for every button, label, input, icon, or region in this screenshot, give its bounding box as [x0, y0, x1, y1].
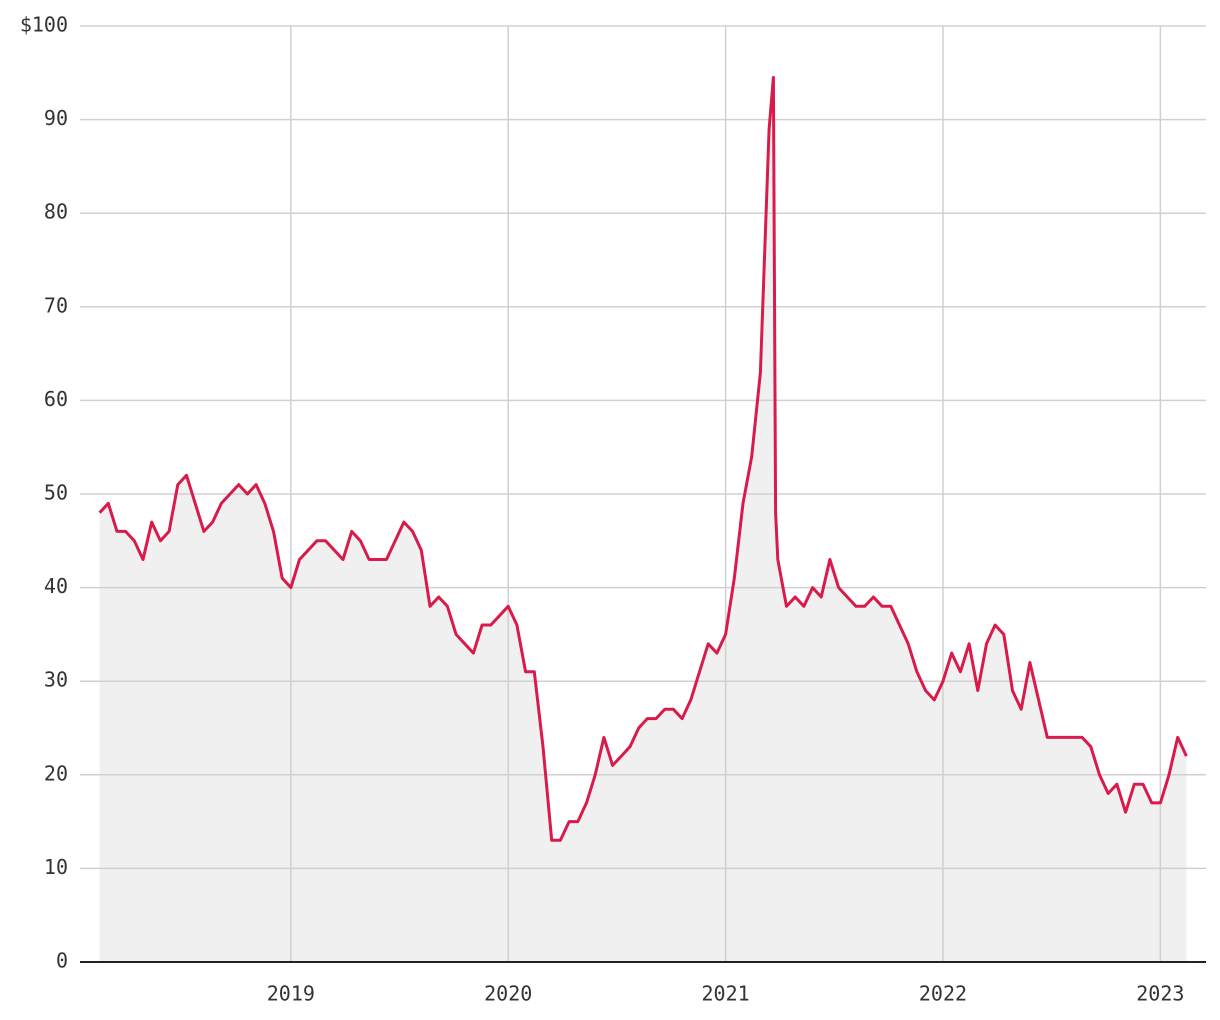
- x-tick-label: 2021: [702, 982, 750, 1006]
- x-tick-label: 2023: [1136, 982, 1184, 1006]
- y-tick-label: 10: [44, 855, 68, 879]
- y-tick-label: 90: [44, 106, 68, 130]
- area: [99, 77, 1187, 962]
- y-tick-label: 60: [44, 387, 68, 411]
- x-tick-label: 2019: [267, 982, 315, 1006]
- y-tick-label: 50: [44, 481, 68, 505]
- y-tick-label: 80: [44, 200, 68, 224]
- y-tick-label: 70: [44, 293, 68, 317]
- y-tick-label: 40: [44, 574, 68, 598]
- y-tick-label: $100: [20, 13, 68, 37]
- x-tick-label: 2022: [919, 982, 967, 1006]
- x-tick-label: 2020: [484, 982, 532, 1006]
- y-tick-label: 20: [44, 761, 68, 785]
- y-tick-label: 30: [44, 668, 68, 692]
- y-tick-label: 0: [56, 949, 68, 973]
- price-line: [98, 76, 1188, 842]
